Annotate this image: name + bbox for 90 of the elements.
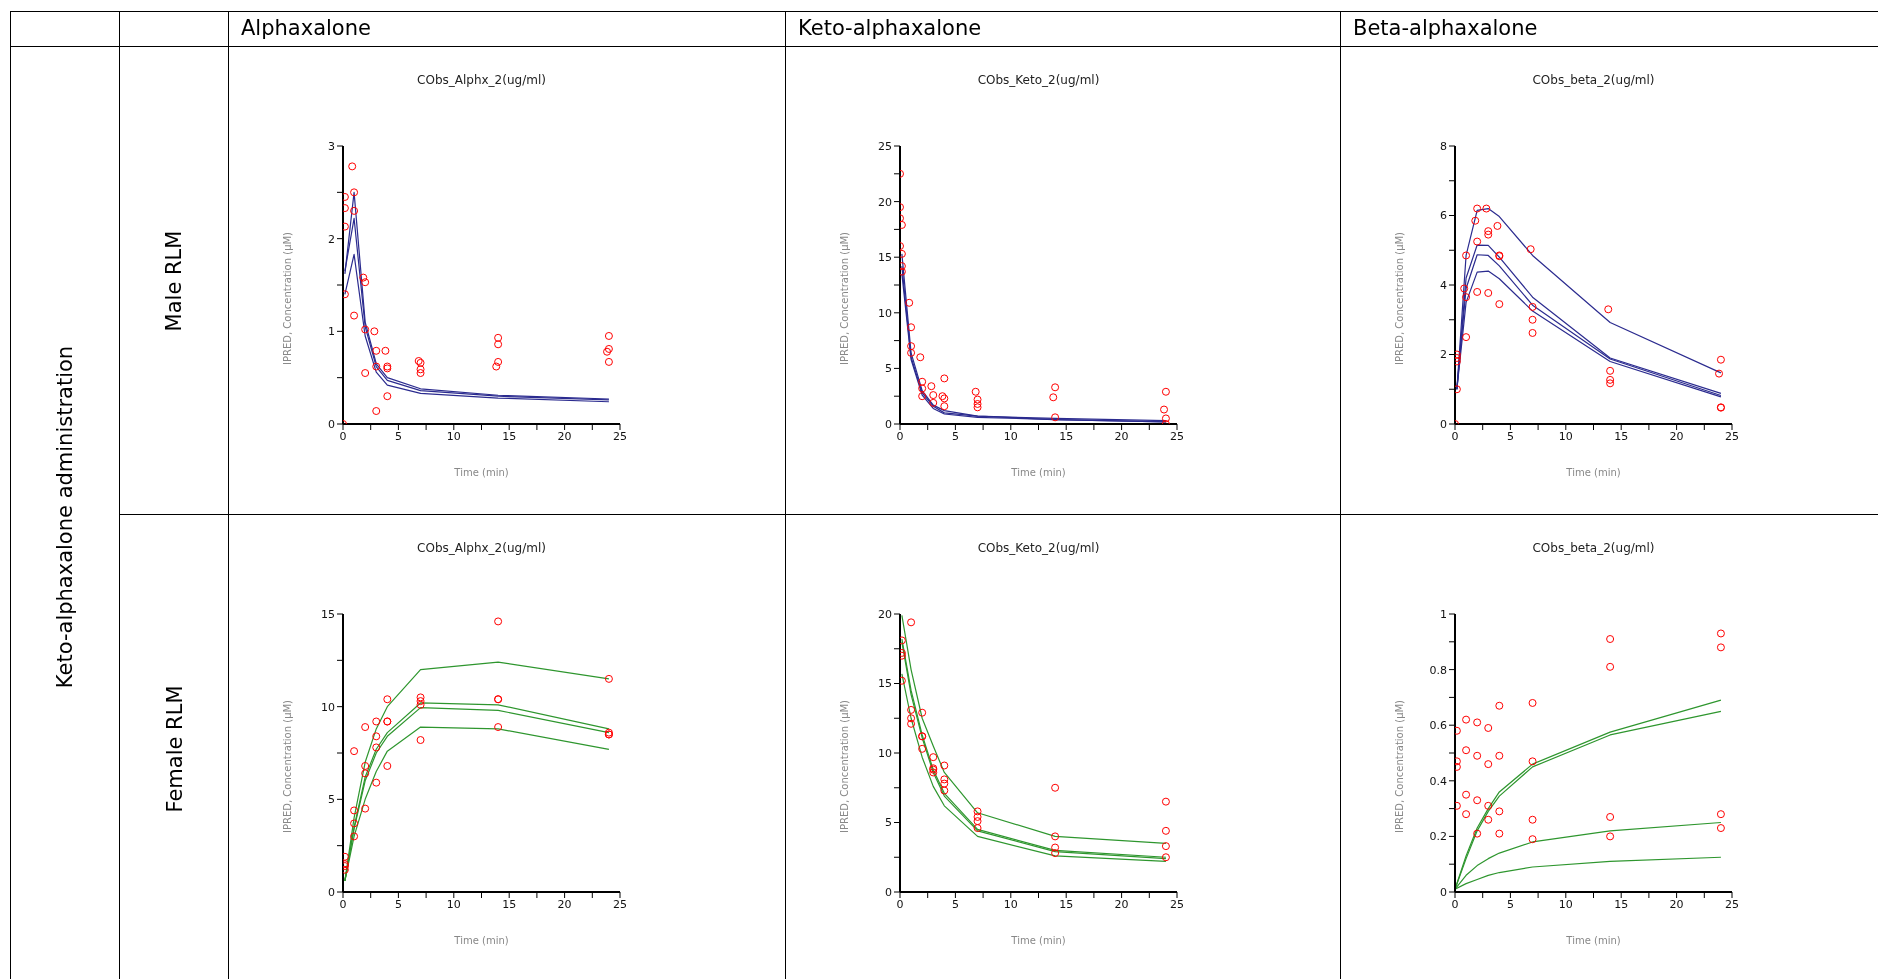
x-tick-label: 10	[1003, 429, 1018, 443]
y-tick-label: 5	[885, 816, 892, 830]
x-axis-title: Time (min)	[1565, 935, 1621, 946]
y-tick-label: 0.8	[1429, 663, 1447, 677]
chart-title: CObs_beta_2(ug/ml)	[1531, 73, 1656, 87]
x-tick-label: 25	[1170, 429, 1184, 443]
x-tick-label: 25	[1725, 897, 1739, 911]
y-tick-label: 0	[885, 417, 892, 431]
y-tick-label: 0.2	[1429, 830, 1447, 844]
x-tick-label: 15	[1059, 429, 1074, 443]
y-tick-label: 15	[878, 677, 892, 691]
x-tick-label: 25	[1725, 429, 1739, 443]
y-tick-label: 15	[321, 607, 335, 621]
x-tick-label: 15	[1614, 429, 1629, 443]
x-tick-label: 15	[502, 897, 517, 911]
x-tick-label: 0	[339, 897, 347, 911]
y-tick-label: 0	[885, 885, 892, 899]
y-tick-label: 0	[1440, 885, 1447, 899]
y-tick-label: 10	[878, 746, 892, 760]
x-tick-label: 5	[1506, 897, 1514, 911]
chart-title: CObs_Alphx_2(ug/ml)	[416, 541, 547, 555]
chart-title: CObs_beta_2(ug/ml)	[1531, 541, 1656, 555]
y-axis-title: IPRED, Concentration (µM)	[838, 231, 850, 365]
text: Keto-alphaxalone administration	[53, 345, 78, 688]
x-tick-label: 10	[1003, 897, 1018, 911]
y-tick-label: 6	[1440, 209, 1447, 223]
x-axis-title: Time (min)	[1010, 467, 1066, 478]
chart-title: CObs_Alphx_2(ug/ml)	[416, 73, 547, 87]
x-tick-label: 25	[1170, 897, 1184, 911]
x-tick-label: 5	[394, 429, 402, 443]
y-tick-label: 0	[328, 417, 335, 431]
x-tick-label: 25	[613, 897, 627, 911]
text: Keto-alphaxalone	[785, 11, 1340, 46]
x-tick-label: 0	[896, 429, 904, 443]
y-tick-label: 2	[328, 232, 335, 246]
y-tick-label: 20	[878, 607, 892, 621]
chart-title: CObs_Keto_2(ug/ml)	[976, 541, 1101, 555]
y-tick-label: 25	[878, 139, 892, 153]
x-tick-label: 10	[446, 897, 461, 911]
y-tick-label: 0	[1440, 417, 1447, 431]
y-axis-title: IPRED, Concentration (µM)	[1393, 231, 1405, 365]
y-tick-label: 15	[878, 251, 892, 265]
x-axis-title: Time (min)	[453, 935, 509, 946]
y-tick-label: 10	[878, 306, 892, 320]
text: Male RLM	[161, 230, 186, 331]
x-tick-label: 20	[1114, 429, 1129, 443]
y-axis-title: IPRED, Concentration (µM)	[281, 699, 293, 833]
y-tick-label: 8	[1440, 139, 1447, 153]
y-tick-label: 5	[885, 362, 892, 376]
y-tick-label: 2	[1440, 348, 1447, 362]
y-tick-label: 10	[321, 700, 335, 714]
x-axis-title: Time (min)	[453, 467, 509, 478]
x-tick-label: 20	[557, 897, 572, 911]
y-axis-title: IPRED, Concentration (µM)	[1393, 699, 1405, 833]
y-tick-label: 4	[1440, 278, 1447, 292]
x-tick-label: 15	[1059, 897, 1074, 911]
y-tick-label: 0.4	[1429, 774, 1447, 788]
x-tick-label: 15	[1614, 897, 1629, 911]
x-tick-label: 10	[1558, 897, 1573, 911]
y-tick-label: 1	[328, 325, 335, 339]
x-tick-label: 0	[1451, 897, 1459, 911]
x-tick-label: 0	[896, 897, 904, 911]
y-tick-label: 5	[328, 793, 335, 807]
x-tick-label: 5	[1506, 429, 1514, 443]
y-axis-title: IPRED, Concentration (µM)	[838, 699, 850, 833]
text: Female RLM	[162, 684, 187, 813]
x-tick-label: 5	[394, 897, 402, 911]
x-tick-label: 10	[1558, 429, 1573, 443]
x-tick-label: 25	[613, 429, 627, 443]
x-tick-label: 20	[1669, 897, 1684, 911]
x-tick-label: 15	[502, 429, 517, 443]
text: Alphaxalone	[228, 11, 785, 46]
y-tick-label: 3	[328, 139, 335, 153]
y-tick-label: 0.6	[1429, 719, 1447, 733]
text: Beta-alphaxalone	[1340, 11, 1878, 46]
x-tick-label: 10	[446, 429, 461, 443]
y-tick-label: 20	[878, 195, 892, 209]
x-tick-label: 0	[339, 429, 347, 443]
x-axis-title: Time (min)	[1010, 935, 1066, 946]
x-tick-label: 20	[1669, 429, 1684, 443]
y-axis-title: IPRED, Concentration (µM)	[281, 231, 293, 365]
x-tick-label: 20	[1114, 897, 1129, 911]
y-tick-label: 1	[1440, 607, 1447, 621]
x-axis-title: Time (min)	[1565, 467, 1621, 478]
x-tick-label: 0	[1451, 429, 1459, 443]
x-tick-label: 20	[557, 429, 572, 443]
chart-title: CObs_Keto_2(ug/ml)	[976, 73, 1101, 87]
x-tick-label: 5	[951, 897, 959, 911]
x-tick-label: 5	[951, 429, 959, 443]
y-tick-label: 0	[328, 885, 335, 899]
